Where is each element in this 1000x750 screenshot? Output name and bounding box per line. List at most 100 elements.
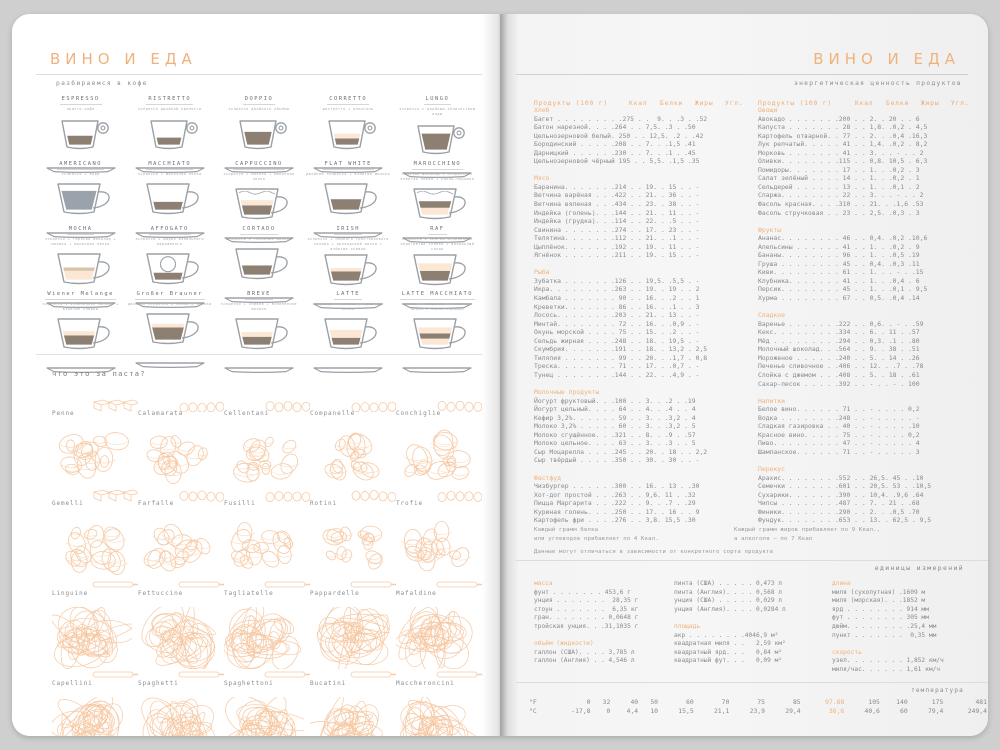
coffee-name: FLAT WHITE bbox=[322, 161, 374, 170]
coffee-name: BREVE bbox=[245, 291, 273, 300]
temperature-value: 29,4 bbox=[785, 707, 801, 715]
nutrition-row: Салат зелёный . . . . 14 . . 1. . .0,2 .… bbox=[758, 174, 920, 183]
pasta-card: Gemelli bbox=[52, 489, 142, 583]
nutrition-category: Сладкое bbox=[758, 311, 785, 320]
temperature-value: 140 bbox=[896, 698, 908, 706]
nutrition-row: Авокадо . . . . . . .200 . . 2. . 20 . .… bbox=[758, 114, 920, 123]
open-book: ВИНО И ЕДА разбираемся в кофе ESPRESSO пр… bbox=[12, 14, 988, 736]
col-right-header-product: Продукты (100 г) bbox=[758, 100, 833, 107]
pasta-pile-illustration bbox=[223, 604, 310, 673]
nutrition-row: Шампанское. . . . . . 71 . . - . . . . .… bbox=[758, 447, 920, 456]
unit-row: квадратная миля . . 2,59 км² bbox=[674, 640, 786, 648]
saucer-icon bbox=[311, 358, 385, 374]
nutrition-row: Сладкая газировка . . 40 . . - . . . . .… bbox=[758, 422, 920, 431]
pasta-card: Spaghettoni bbox=[224, 670, 313, 736]
coffee-card: FLAT WHITE двойной эспрессо + взбитое мол… bbox=[304, 161, 393, 239]
nutrition-row: Молоко цельное. . . . 63 . . 3. . .3 . .… bbox=[534, 439, 696, 448]
coffee-description: двойной эспрессо + немного молока bbox=[127, 302, 212, 306]
nutrition-row: Помидоры. . . . . . . 17 . . 1. . .0,2 .… bbox=[758, 165, 920, 174]
nutrition-row: Сыр твёрдый . . . . .350 . . 30. . 30 . … bbox=[534, 456, 700, 465]
nutrition-row: Красное вино. . . . . 75 . . - . . . . 0… bbox=[758, 430, 920, 439]
nutrition-row: Сухарики. . . . . . .390 . . 10,4. .9,6 … bbox=[758, 490, 924, 499]
unit-row: тройская унция. . .31,1035 г bbox=[534, 622, 639, 630]
temperature-value: 10 bbox=[650, 707, 659, 715]
saucer-icon bbox=[133, 353, 207, 369]
pasta-card: Trofie bbox=[396, 490, 483, 580]
nutrition-row: Сельдь жирная . . . .248 . . 18. . 19,5 … bbox=[534, 336, 700, 345]
nutrition-category: Хлеб bbox=[534, 106, 550, 114]
unit-row: унция (США) . . . . . 0,029 л bbox=[674, 597, 783, 605]
unit-row: унция . . . . . . . 28,35 г bbox=[534, 597, 639, 605]
coffee-description: эспрессо + молочная пенка bbox=[138, 172, 202, 176]
pasta-card: Farfalle bbox=[138, 490, 225, 580]
coffee-card: MACCHIATO эспрессо + молочная пенка bbox=[125, 161, 214, 239]
nutrition-row: Ветчина вяленая . . .434 . . 23. . 38 . … bbox=[534, 200, 700, 209]
coffee-name: CAPPUCCINO bbox=[233, 161, 285, 170]
temperature-value: 249,4 bbox=[967, 707, 987, 715]
nutrition-row: Зубатка . . . . . . .126 . . 19,5. .5,5 … bbox=[534, 276, 700, 285]
unit-row: миля (сухопутная) .1609 м bbox=[832, 588, 926, 596]
nutrition-row: Киви. . . . . . . . . 61 . . 1. . . - . … bbox=[758, 268, 924, 277]
col-right-header-kcal: Ккал bbox=[855, 100, 874, 107]
nutrition-row: Свинина . . . . . . .274 . . 17. . 23 . … bbox=[534, 225, 700, 234]
nutrition-category: Рыба bbox=[534, 268, 550, 277]
coffee-name: MOCHA bbox=[66, 226, 95, 235]
nutrition-row: Персик. . . . . . . . 45 . . 1. . .0,1 .… bbox=[758, 285, 928, 294]
temperature-value: -17,8 bbox=[571, 707, 591, 715]
note-line: а алкоголя — по 7 Ккал bbox=[734, 536, 813, 542]
nutrition-category: Фастфуд bbox=[534, 473, 561, 482]
nutrition-row: Куриная голень. . . .250 . . 17. . 16 . … bbox=[534, 507, 700, 516]
coffee-card: RAF эспрессо + слегка вспененные подогрет… bbox=[393, 226, 482, 309]
nutrition-row: Молочный шоколад. . .564 . . 9. . 38 . .… bbox=[758, 345, 920, 354]
coffee-cup-icon bbox=[42, 113, 120, 157]
note-fat-alcohol: Каждый грамм жиров прибавляет по 9 Ккал.… bbox=[734, 526, 880, 544]
pasta-pile-illustration bbox=[52, 517, 138, 583]
coffee-cup-icon bbox=[309, 249, 387, 293]
pasta-name: Conchiglie bbox=[396, 410, 442, 417]
pasta-pile-illustration bbox=[52, 427, 138, 493]
coffee-cup-icon bbox=[131, 113, 209, 157]
nutrition-row: Бананы. . . . . . . . 96 . . 1. . .0,5 .… bbox=[758, 251, 920, 260]
units-column-liquid-area: пинта (США) . . . . . 0,473 л пинта (Анг… bbox=[674, 580, 786, 666]
coffee-name: LATTE MACCHIATO bbox=[399, 291, 475, 300]
pasta-name: Penne bbox=[52, 410, 75, 417]
nutrition-row: Бородинский . . . . .208 . . 7. . .1,5 .… bbox=[534, 140, 696, 149]
nutrition-row: Капуста . . . . . . . 28 . . 1,8. .0,2 .… bbox=[758, 123, 928, 132]
pasta-name: Linguine bbox=[52, 590, 89, 597]
coffee-name: LUNGO bbox=[423, 96, 452, 105]
coffee-name: DOPPIO bbox=[242, 96, 276, 105]
pasta-card: Maccheroncini bbox=[396, 670, 483, 736]
pasta-name: Spaghettoni bbox=[224, 680, 274, 687]
unit-category: объём (жидкости) bbox=[534, 640, 594, 648]
nutrition-row: Йогурт цельный. . . . 64 . . 4. . .4 . .… bbox=[534, 405, 696, 414]
coffee-cup-icon bbox=[42, 178, 120, 222]
coffee-cup-icon bbox=[398, 118, 476, 162]
right-header-rule bbox=[516, 74, 968, 75]
note-line: Каждый грамм белка bbox=[534, 527, 599, 533]
coffee-cup-icon bbox=[42, 248, 120, 292]
temperature-value: 0 bbox=[586, 698, 591, 706]
pasta-name: Mafaldine bbox=[396, 590, 437, 597]
coffee-card: IRISH эспрессо + немного тростникового са… bbox=[304, 226, 393, 309]
saucer-icon bbox=[133, 158, 207, 174]
pasta-shape-icon bbox=[92, 667, 139, 686]
left-header-rule bbox=[36, 74, 482, 75]
nutrition-row: Семечки . . . . . . .601 . . 20,5. 53 . … bbox=[758, 482, 932, 491]
temperature-value: 21,1 bbox=[713, 707, 730, 715]
nutrition-row: Варенье . . . . . . .222 . . 0,6. . - . … bbox=[758, 319, 924, 328]
coffee-card: MAROCCHINO горячий шоколад + эспрессо + в… bbox=[393, 161, 482, 244]
nutrition-row: Молоко 3,2% . . . . . 60 . . 3. . .3,2 .… bbox=[534, 422, 696, 431]
nutrition-table-left: Хлеб Багет . . . . . . . . .275 . . 9. .… bbox=[534, 106, 707, 525]
coffee-description: эспрессо с двойным количеством воды bbox=[399, 107, 476, 117]
pasta-card: Spaghetti bbox=[138, 670, 225, 736]
temperature-value: 481 bbox=[975, 698, 987, 706]
nutrition-row: Креветки. . . . . . . 86 . . 16. . .1 . … bbox=[534, 302, 700, 311]
nutrition-category: Мясо bbox=[534, 174, 550, 183]
pasta-card: Conchiglie bbox=[396, 400, 483, 490]
nutrition-row: Окунь морской . . . . 75 . . 15. . .2 . … bbox=[534, 328, 700, 337]
pasta-pile-illustration bbox=[50, 694, 138, 736]
nutrition-row: Апельсины . . . . . . 41 . . 1. . .0,2 .… bbox=[758, 242, 920, 251]
coffee-card: CAPPUCCINO эспрессо + молоко + молочная п… bbox=[214, 161, 303, 244]
temperature-value: 60 bbox=[685, 698, 694, 706]
nutrition-row: Кефир 3,2%. . . . . . 59 . . 3. . .3,2 .… bbox=[534, 413, 696, 422]
